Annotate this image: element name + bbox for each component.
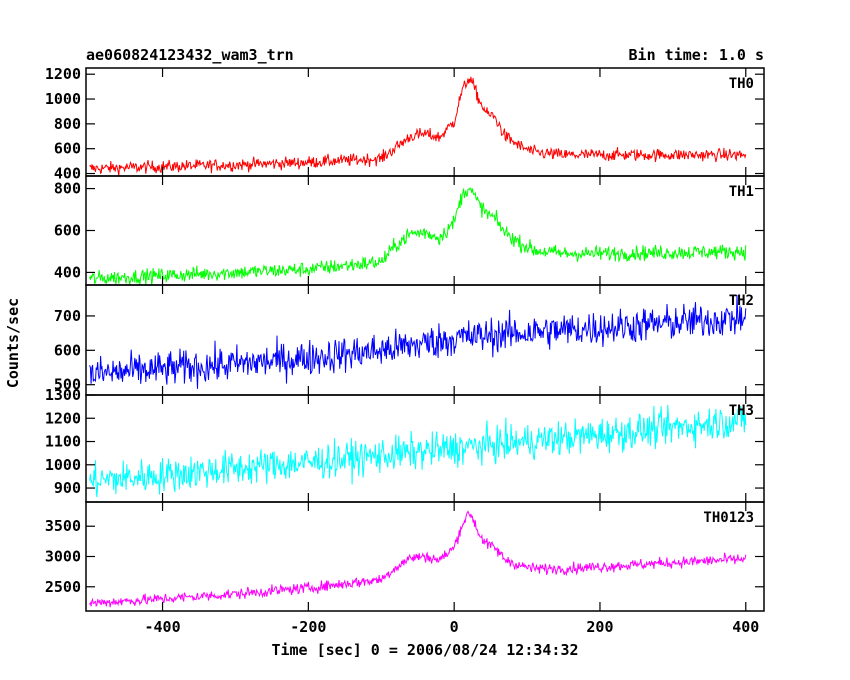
y-tick-label: 2500: [45, 578, 81, 596]
y-tick-label: 800: [54, 180, 81, 198]
panel-frame-th1: [85, 175, 765, 286]
panel-frame-th0: [85, 67, 765, 177]
y-tick-label: 1100: [45, 433, 81, 451]
y-tick-label: 400: [54, 165, 81, 183]
x-tick-label: -400: [144, 618, 180, 636]
panel-label-th3: TH3: [729, 403, 754, 419]
y-tick-label: 400: [54, 263, 81, 281]
series-line-th1: [89, 187, 747, 286]
y-tick-label: 800: [54, 115, 81, 133]
y-tick-label: 900: [54, 479, 81, 497]
y-tick-label: 1300: [45, 386, 81, 404]
panel-frame-th0123: [85, 501, 765, 612]
series-line-th0123: [89, 510, 747, 608]
x-tick-label: 0: [450, 618, 459, 636]
panels-group: 400 600 800 1000 1200 TH0 400 600 800 TH1 500 600 70…: [45, 65, 765, 636]
series-line-th3: [89, 404, 747, 498]
y-tick-label: 600: [54, 140, 81, 158]
panel-label-th0123: TH0123: [703, 510, 754, 526]
x-axis-label: Time [sec] 0 = 2006/08/24 12:34:32: [271, 641, 578, 659]
y-tick-label: 700: [54, 307, 81, 325]
x-tick-label: 200: [586, 618, 613, 636]
y-tick-label: 1000: [45, 90, 81, 108]
y-tick-label: 3500: [45, 517, 81, 535]
panel-frame-th3: [85, 394, 765, 503]
y-tick-label: 1200: [45, 409, 81, 427]
y-tick-label: 600: [54, 222, 81, 240]
x-tick-label: 400: [732, 618, 759, 636]
y-tick-label: 1000: [45, 456, 81, 474]
panel-label-th2: TH2: [729, 293, 754, 309]
y-tick-label: 500: [54, 376, 81, 394]
y-tick-label: 1200: [45, 65, 81, 83]
y-axis-label: Counts/sec: [4, 298, 22, 388]
series-line-th0: [89, 76, 747, 176]
x-tick-label: -200: [290, 618, 326, 636]
series-line-th2: [89, 295, 747, 389]
chart-subtitle: Bin time: 1.0 s: [629, 46, 764, 64]
panel-label-th0: TH0: [729, 76, 754, 92]
panel-label-th1: TH1: [729, 184, 754, 200]
chart-title: ae060824123432_wam3_trn: [86, 46, 294, 64]
y-tick-label: 3000: [45, 548, 81, 566]
y-tick-label: 600: [54, 341, 81, 359]
